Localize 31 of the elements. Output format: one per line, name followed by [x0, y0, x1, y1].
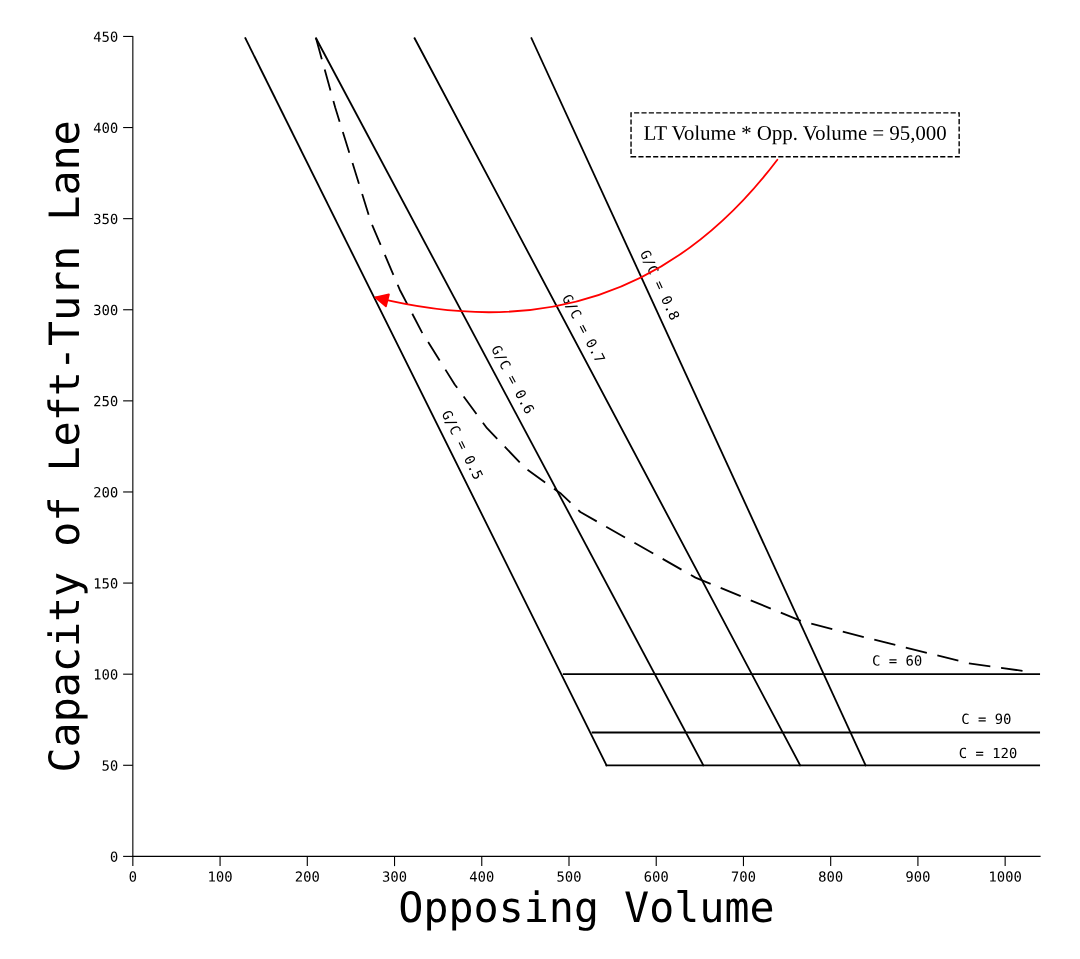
- x-tick-label: 1000: [990, 871, 1021, 882]
- y-tick-label: 450: [93, 31, 118, 42]
- x-tick-label: 800: [819, 871, 843, 882]
- text: G/C = 0.6: [490, 344, 535, 415]
- text: G/C = 0.5: [440, 409, 484, 481]
- y-tick-label: 50: [102, 760, 118, 771]
- x-tick-label: 400: [469, 871, 494, 882]
- y-tick-label: 350: [94, 213, 118, 225]
- series-label: C = 60: [873, 655, 922, 666]
- x-tick-label: 700: [731, 871, 756, 882]
- x-tick-label: 900: [906, 871, 930, 882]
- x-tick-label: 500: [557, 871, 581, 882]
- text: G/C = 0.8: [638, 249, 681, 321]
- text: G/C = 0.7: [560, 293, 606, 364]
- x-tick-label: 0: [129, 871, 137, 882]
- annotation: LT Volume * Opp. Volume = 95,000: [644, 125, 946, 145]
- y-axis-title: Capacity of Left-Turn Lane: [47, 122, 88, 770]
- y-tick-label: 400: [93, 122, 118, 134]
- y-tick-label: 300: [94, 304, 118, 316]
- x-tick-label: 200: [295, 871, 319, 882]
- y-tick-label: 200: [94, 486, 118, 498]
- x-tick-label: 300: [382, 871, 407, 882]
- series-label: C = 90: [962, 713, 1011, 725]
- y-tick-label: 100: [94, 669, 118, 680]
- y-tick-label: 150: [94, 578, 118, 589]
- x-tick-label: 600: [644, 871, 668, 882]
- series-label: C = 120: [959, 747, 1017, 759]
- x-axis-title: Opposing Volume: [400, 890, 773, 931]
- x-tick-label: 100: [209, 871, 232, 882]
- y-tick-label: 0: [110, 851, 118, 862]
- y-tick-label: 250: [94, 395, 118, 407]
